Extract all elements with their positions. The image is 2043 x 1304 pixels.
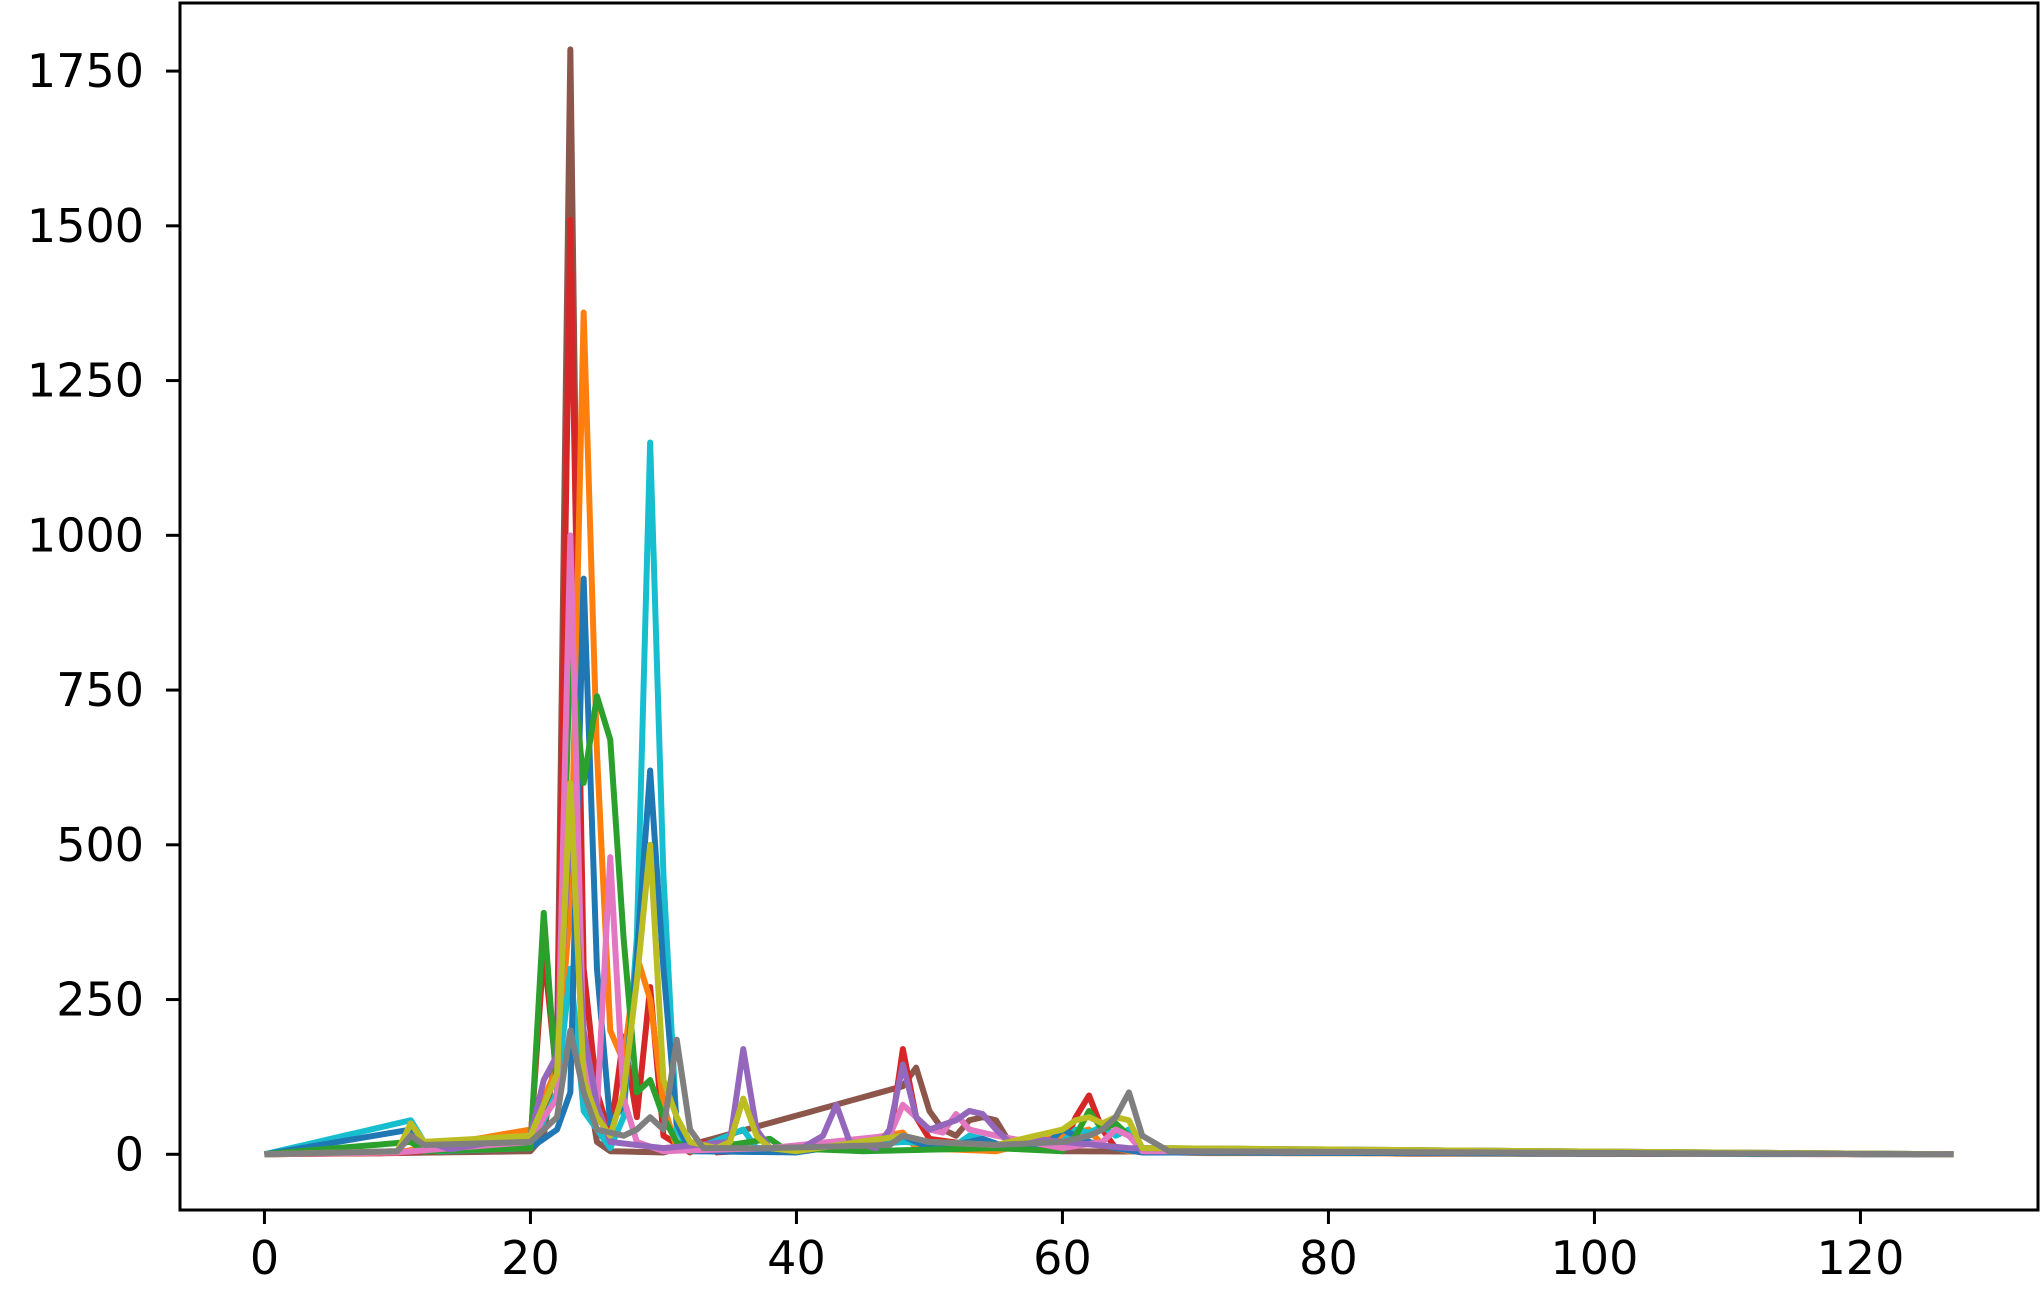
x-tick-label: 100: [1551, 1231, 1639, 1285]
y-tick-label: 750: [56, 663, 144, 717]
y-axis: 0 250 500 750 1000 1250 1500 1750: [27, 44, 180, 1181]
y-tick-label: 500: [56, 818, 144, 872]
plot-area-frame: [178, 1, 2040, 1212]
series-group: [263, 46, 1954, 1158]
x-tick-label: 40: [767, 1231, 826, 1285]
y-tick-label: 1250: [27, 354, 144, 408]
x-tick-label: 0: [250, 1231, 279, 1285]
x-tick-label: 20: [501, 1231, 560, 1285]
y-tick-label: 0: [115, 1127, 144, 1181]
x-tick-label: 120: [1817, 1231, 1905, 1285]
x-tick-label: 80: [1299, 1231, 1358, 1285]
y-tick-label: 1000: [27, 508, 144, 562]
x-axis: 0 20 40 60 80 100 120: [250, 1210, 1905, 1285]
series-line-10: [264, 1027, 1954, 1158]
x-tick-label: 60: [1033, 1231, 1092, 1285]
y-tick-label: 1750: [27, 44, 144, 98]
y-tick-label: 1500: [27, 199, 144, 253]
y-tick-label: 250: [56, 973, 144, 1027]
